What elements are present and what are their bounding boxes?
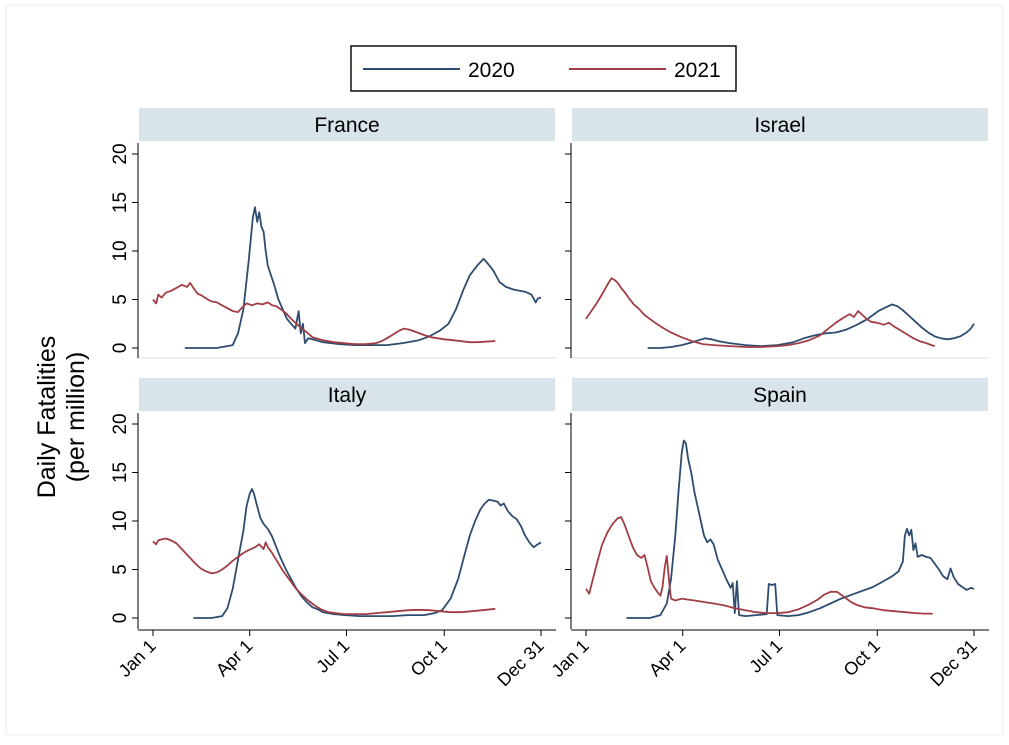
y-tick-label-france-20: 20 xyxy=(110,143,131,164)
series-line-france-2020 xyxy=(184,206,542,349)
panel-header-spain xyxy=(572,378,988,411)
y-axis-title-line2: (per million) xyxy=(62,352,90,483)
y-axis-title-line1: Daily Fatalities xyxy=(33,336,61,499)
y-tick-label-italy-5: 5 xyxy=(110,564,131,575)
series-line-israel-2020 xyxy=(647,303,975,349)
legend-label-2021: 2021 xyxy=(674,59,721,82)
series-line-spain-2020 xyxy=(626,439,975,619)
y-tick-label-italy-10: 10 xyxy=(110,510,131,531)
series-line-france-2021 xyxy=(152,282,496,345)
series-line-italy-2020 xyxy=(193,488,542,619)
panel-israel: Israel xyxy=(565,108,989,359)
y-tick-label-france-5: 5 xyxy=(110,294,131,305)
y-tick-label-france-15: 15 xyxy=(110,192,131,213)
y-axis-title: Daily Fatalities (per million) xyxy=(33,336,90,499)
panel-title-france: France xyxy=(314,114,379,137)
y-tick-label-italy-20: 20 xyxy=(110,413,131,434)
panel-header-italy xyxy=(139,378,555,411)
series-line-italy-2021 xyxy=(152,537,496,615)
panel-header-france xyxy=(139,108,555,141)
y-tick-label-france-10: 10 xyxy=(110,240,131,261)
series-line-israel-2021 xyxy=(585,277,935,348)
series-line-spain-2021 xyxy=(585,516,933,615)
y-tick-label-france-0: 0 xyxy=(110,343,131,354)
y-tick-label-italy-0: 0 xyxy=(110,613,131,624)
y-tick-label-italy-15: 15 xyxy=(110,462,131,483)
panel-title-spain: Spain xyxy=(753,384,807,407)
legend: 2020 2021 xyxy=(350,45,737,92)
legend-label-2020: 2020 xyxy=(468,59,515,82)
panel-title-italy: Italy xyxy=(328,384,367,407)
panel-header-israel xyxy=(572,108,988,141)
panel-title-israel: Israel xyxy=(754,114,805,137)
figure-border xyxy=(5,4,1004,736)
panel-france: France 0 5 10 15 20 xyxy=(110,108,556,359)
